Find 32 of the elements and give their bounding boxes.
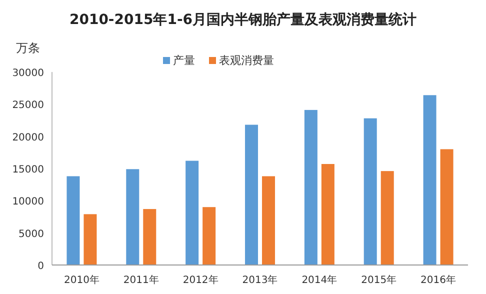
x-tick-label: 2014年 xyxy=(302,274,338,286)
bar xyxy=(84,214,97,265)
x-tick-label: 2011年 xyxy=(123,274,159,286)
bar xyxy=(380,171,394,265)
bar xyxy=(126,169,140,265)
x-tick-label: 2013年 xyxy=(242,274,278,286)
y-tick-label: 25000 xyxy=(12,100,44,112)
y-axis-title: 万条 xyxy=(16,41,40,55)
bar xyxy=(262,176,275,265)
x-tick-label: 2010年 xyxy=(64,274,100,286)
bar xyxy=(440,149,454,265)
bar xyxy=(364,118,377,265)
x-tick-label: 2012年 xyxy=(182,274,218,286)
y-tick-label: 5000 xyxy=(18,228,44,240)
y-tick-label: 15000 xyxy=(12,164,44,176)
y-tick-label: 30000 xyxy=(12,68,44,79)
bar xyxy=(321,164,334,265)
legend-label: 产量 xyxy=(173,54,195,67)
bar xyxy=(202,207,216,265)
y-tick-label: 0 xyxy=(38,261,44,272)
x-tick-label: 2016年 xyxy=(420,274,456,286)
chart-title: 2010-2015年1-6月国内半钢胎产量及表观消费量统计 xyxy=(69,11,417,28)
x-tick-label: 2015年 xyxy=(361,274,397,286)
bar xyxy=(143,209,156,265)
y-tick-label: 20000 xyxy=(12,132,44,144)
bar xyxy=(66,176,80,265)
bar xyxy=(304,110,318,265)
bar xyxy=(186,160,199,265)
bar xyxy=(245,124,258,265)
y-tick-label: 10000 xyxy=(12,196,44,208)
bar xyxy=(423,95,436,265)
legend-label: 表观消费量 xyxy=(219,54,274,67)
